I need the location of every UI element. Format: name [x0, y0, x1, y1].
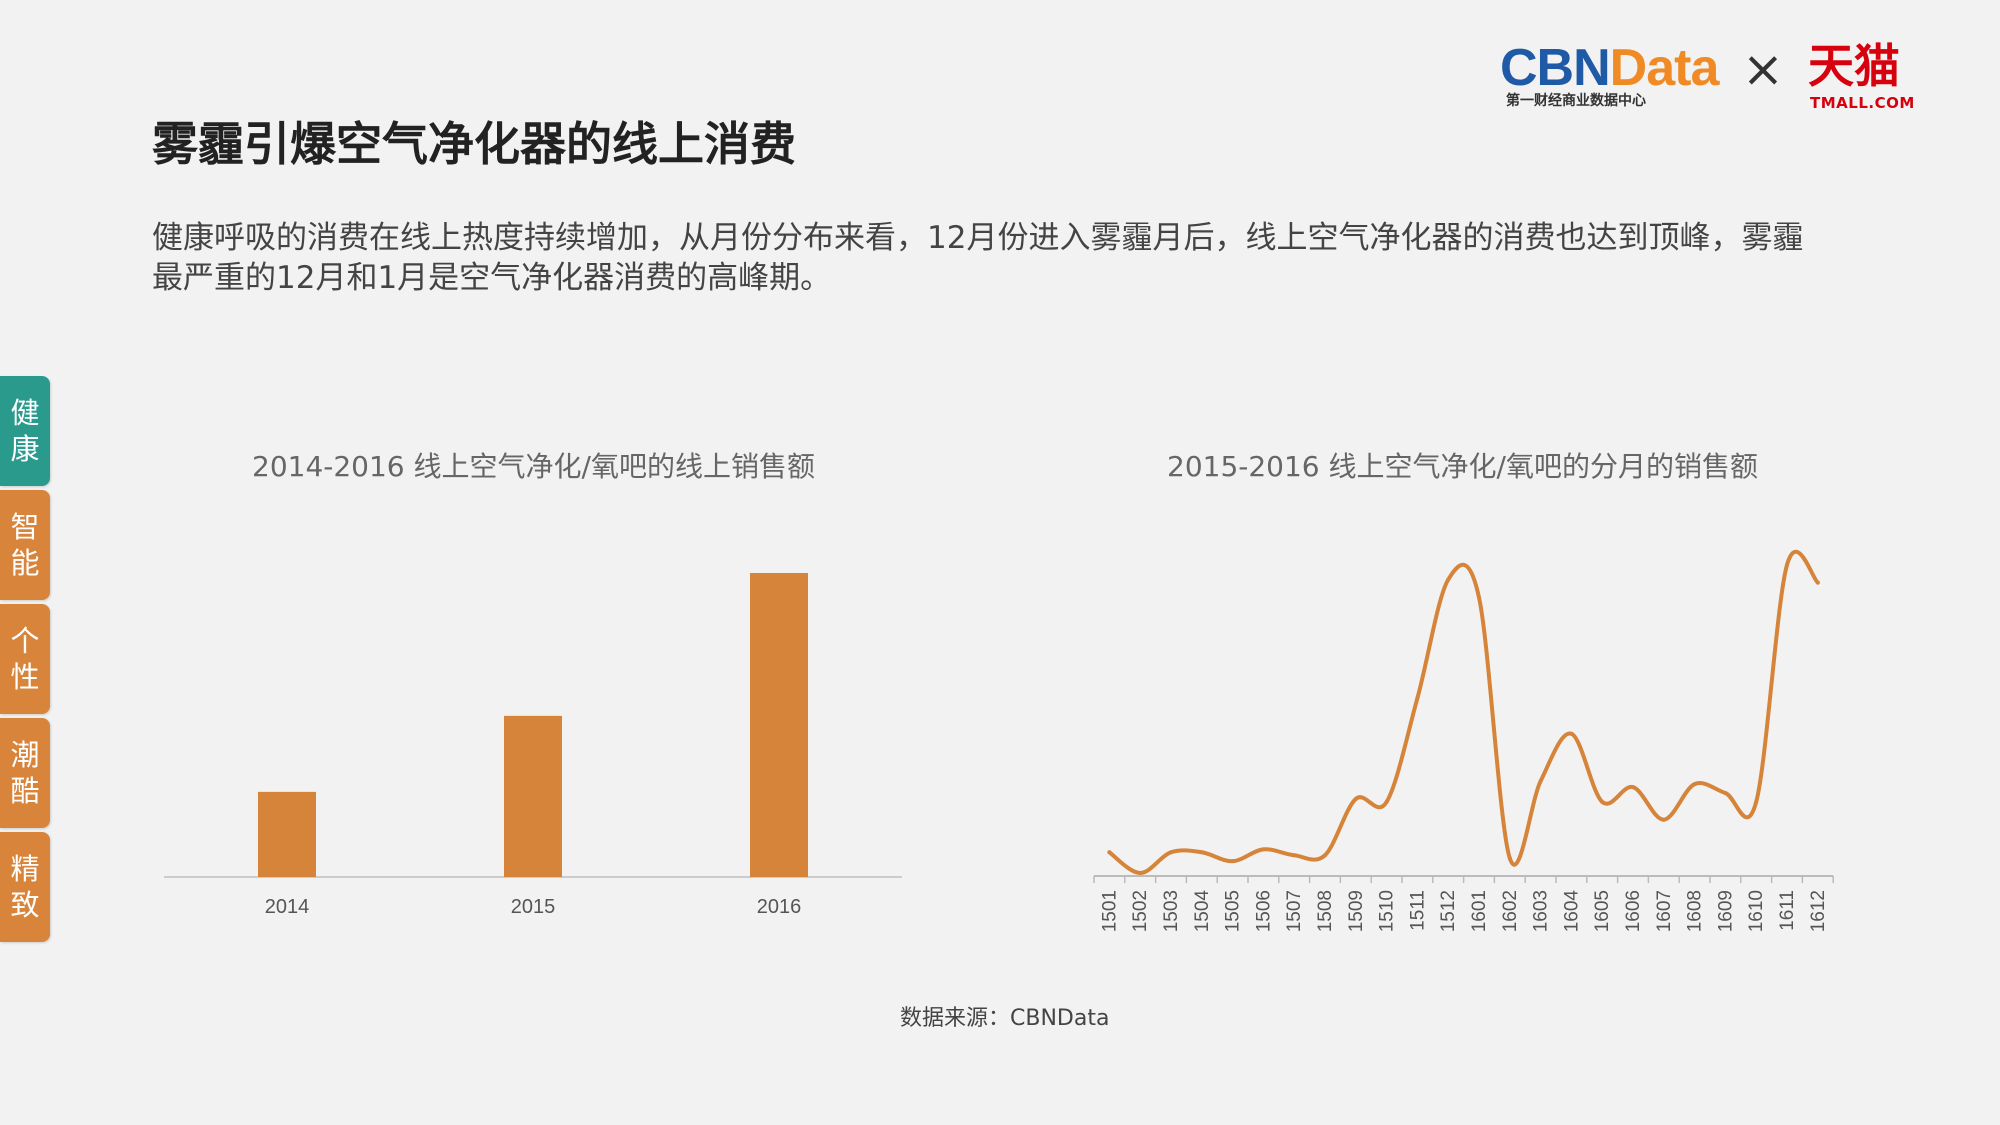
line-point-1506: [1261, 847, 1266, 852]
line-tick-label: 1609: [1715, 890, 1736, 932]
line-tick-label: 1505: [1223, 890, 1244, 932]
line-tick-label: 1511: [1407, 890, 1428, 931]
line-tick-label: 1604: [1561, 890, 1582, 933]
side-tab-health[interactable]: 健康: [0, 376, 50, 486]
line-point-1609: [1723, 791, 1728, 796]
side-tab-trendy[interactable]: 潮酷: [0, 718, 50, 828]
data-source: 数据来源：CBNData: [900, 1006, 1110, 1031]
bar-tick-label: 2015: [511, 896, 556, 918]
bar-chart: 2014 2015 2016: [164, 573, 902, 918]
line-tick-label: 1501: [1099, 890, 1120, 932]
line-point-1607: [1661, 817, 1666, 822]
line-point-1511: [1415, 696, 1420, 701]
line-point-1505: [1230, 859, 1235, 864]
line-tick-label: 1601: [1469, 890, 1490, 932]
line-point-1611: [1785, 562, 1789, 567]
line-tick-label: 1602: [1500, 890, 1521, 932]
bar-tick-label: 2016: [757, 896, 802, 918]
bar-2014: [258, 791, 316, 877]
line-tick-label: 1508: [1315, 890, 1336, 932]
line-point-1604: [1569, 731, 1574, 736]
line-point-1508: [1323, 853, 1327, 858]
line-point-1512: [1446, 577, 1451, 582]
tmall-logo: 天猫: [1808, 39, 1900, 93]
line-tick-label: 1603: [1531, 890, 1552, 932]
line-tick-label: 1610: [1746, 890, 1767, 932]
side-tab-refined[interactable]: 精致: [0, 832, 50, 942]
side-tabs: 健康 智能 个性 潮酷 精致: [0, 376, 52, 946]
line-point-1503: [1169, 850, 1173, 855]
side-tab-label: 健康: [10, 396, 40, 466]
tmall-logo-subtitle: TMALL.COM: [1810, 94, 1915, 112]
line-point-1602: [1507, 856, 1512, 861]
line-tick-label: 1606: [1623, 890, 1644, 932]
bar-2015: [504, 715, 562, 877]
logo-group: CBNData 第一财经商业数据中心 × 天猫 TMALL.COM: [1500, 38, 1914, 118]
line-tick-label: 1510: [1377, 890, 1398, 932]
line-point-1507: [1292, 853, 1297, 858]
line-tick-label: 1502: [1130, 890, 1151, 932]
bar-tick-label: 2014: [265, 896, 310, 918]
side-tab-smart[interactable]: 智能: [0, 490, 50, 600]
sales-line: [1107, 549, 1820, 876]
line-point-1510: [1384, 799, 1389, 804]
side-tab-personal[interactable]: 个性: [0, 604, 50, 714]
page-title: 雾霾引爆空气净化器的线上消费: [152, 117, 796, 171]
line-chart: 1501 1502 1503 1504 1505 1506 1507 1508 1509 1510…: [1093, 549, 1834, 933]
line-point-1612: [1815, 580, 1820, 585]
line-tick-label: 1608: [1685, 890, 1706, 932]
line-point-1605: [1600, 799, 1605, 804]
bar-2016: [750, 573, 808, 877]
line-tick-label: 1503: [1161, 890, 1182, 932]
line-point-1601: [1477, 595, 1481, 600]
line-tick-label: 1509: [1346, 890, 1367, 932]
line-chart-title: 2015-2016 线上空气净化/氧吧的分月的销售额: [1167, 450, 1758, 483]
line-tick-label: 1506: [1253, 890, 1274, 932]
line-tick-label: 1512: [1438, 890, 1459, 932]
line-tick-label: 1504: [1192, 890, 1213, 933]
line-point-1610: [1754, 799, 1759, 804]
line-tick-label: 1605: [1592, 890, 1613, 932]
page-description: 健康呼吸的消费在线上热度持续增加，从月份分布来看，12月份进入雾霾月后，线上空气…: [152, 220, 1804, 296]
side-tab-label: 智能: [10, 510, 40, 580]
bar-chart-title: 2014-2016 线上空气净化/氧吧的线上销售额: [252, 450, 815, 483]
side-tab-label: 精致: [10, 852, 40, 922]
line-point-1504: [1199, 850, 1204, 855]
line-point-1603: [1538, 779, 1543, 784]
line-point-1502: [1138, 871, 1143, 876]
line-point-1501: [1107, 850, 1112, 855]
line-point-1606: [1631, 785, 1635, 790]
cbndata-logo: CBNData: [1500, 39, 1719, 97]
line-point-1608: [1692, 782, 1697, 787]
cross-icon: ×: [1742, 40, 1784, 98]
line-tick-label: 1611: [1777, 890, 1798, 931]
cbndata-logo-subtitle: 第一财经商业数据中心: [1506, 93, 1646, 109]
line-point-1509: [1353, 796, 1358, 801]
line-tick-label: 1607: [1654, 890, 1675, 932]
line-tick-label: 1612: [1808, 890, 1829, 932]
side-tab-label: 潮酷: [10, 738, 40, 808]
side-tab-label: 个性: [10, 624, 40, 694]
line-tick-label: 1507: [1284, 890, 1305, 932]
